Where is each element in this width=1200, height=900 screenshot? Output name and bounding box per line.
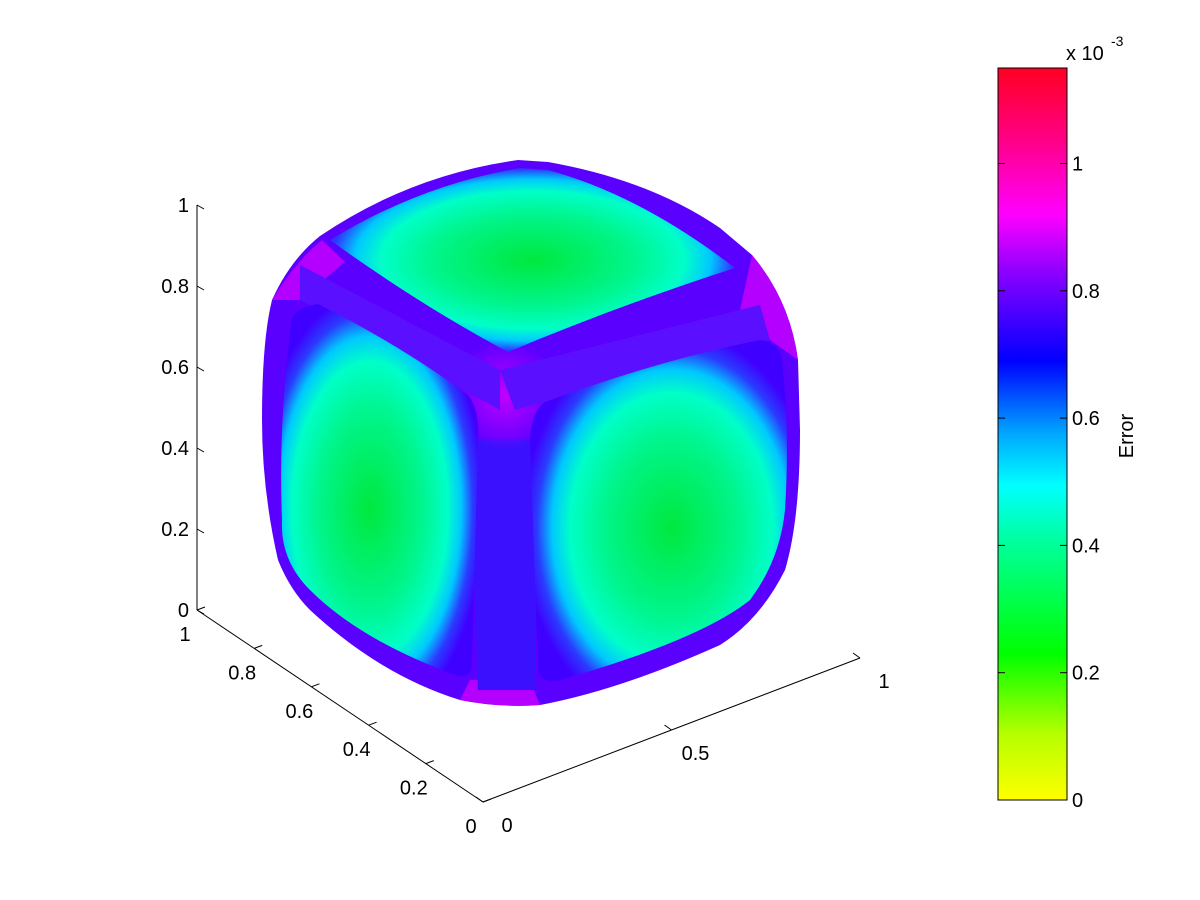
x-tick-mark	[852, 652, 861, 659]
colorbar-tick-label: 1	[1072, 153, 1083, 175]
y-tick-mark	[311, 683, 320, 688]
y-tick-label: 0.6	[285, 701, 313, 723]
colorbar-tick-label: 0.2	[1072, 663, 1100, 685]
surface-plot	[262, 160, 800, 706]
z-tick-label: 0.8	[161, 276, 189, 298]
y-tick-label: 0	[465, 816, 476, 838]
y-tick-mark	[425, 760, 434, 765]
y-tick-label: 0.8	[228, 662, 256, 684]
x-tick-label: 0	[501, 815, 512, 837]
colorbar-gradient	[997, 67, 1068, 801]
face-left	[281, 304, 479, 677]
face-top	[330, 168, 735, 352]
y-tick-mark	[254, 644, 263, 649]
z-tick-mark	[196, 609, 205, 615]
z-tick-label: 1	[178, 195, 189, 217]
face-right	[530, 340, 787, 681]
y-tick-label: 0.2	[400, 778, 428, 800]
x-tick-label: 1	[878, 671, 889, 693]
colorbar: 0 0.2 0.4 0.6 0.8 1 x 10 -3 Error	[997, 33, 1138, 812]
x-tick-mark	[664, 724, 672, 731]
z-tick-label: 0.4	[161, 438, 189, 460]
z-tick-label: 0.2	[161, 519, 189, 541]
y-tick-label: 1	[179, 624, 190, 646]
z-tick-mark	[196, 447, 205, 453]
colorbar-tick-label: 0.4	[1072, 535, 1100, 557]
x-axis-ticks: 00.51	[475, 652, 890, 837]
y-axis-ticks: 0 0.2 0.4 0.6 0.8 1	[179, 606, 492, 838]
colorbar-tick-label: 0.8	[1072, 281, 1100, 303]
z-tick-mark	[196, 528, 205, 534]
z-tick-label: 0	[178, 600, 189, 622]
y-tick-mark	[482, 798, 492, 803]
y-tick-mark	[368, 721, 377, 726]
colorbar-label: Error	[1116, 413, 1138, 458]
edge-band-upper-left	[300, 265, 500, 410]
edge-band-right-top	[740, 255, 798, 360]
colorbar-ticks: 0 0.2 0.4 0.6 0.8 1	[998, 153, 1100, 812]
x-tick-mark	[475, 796, 484, 803]
y-tick-mark	[196, 606, 206, 611]
z-tick-mark	[196, 366, 205, 372]
y-tick-label: 0.4	[343, 739, 371, 761]
colorbar-exponent-base: x 10	[1066, 43, 1104, 65]
y-axis-line	[196, 609, 484, 803]
colorbar-tick-label: 0.6	[1072, 408, 1100, 430]
edge-band-center-vertical	[470, 440, 540, 690]
colorbar-exponent-power: -3	[1111, 33, 1124, 49]
z-tick-mark	[196, 285, 205, 291]
z-axis-ticks: 0 0.2 0.4 0.6 0.8 1	[161, 195, 205, 622]
z-tick-mark	[196, 204, 205, 210]
colorbar-tick-label: 0	[1072, 790, 1083, 812]
edge-band-upper-right	[500, 305, 770, 410]
z-tick-label: 0.6	[161, 357, 189, 379]
x-tick-label: 0.5	[682, 743, 710, 765]
